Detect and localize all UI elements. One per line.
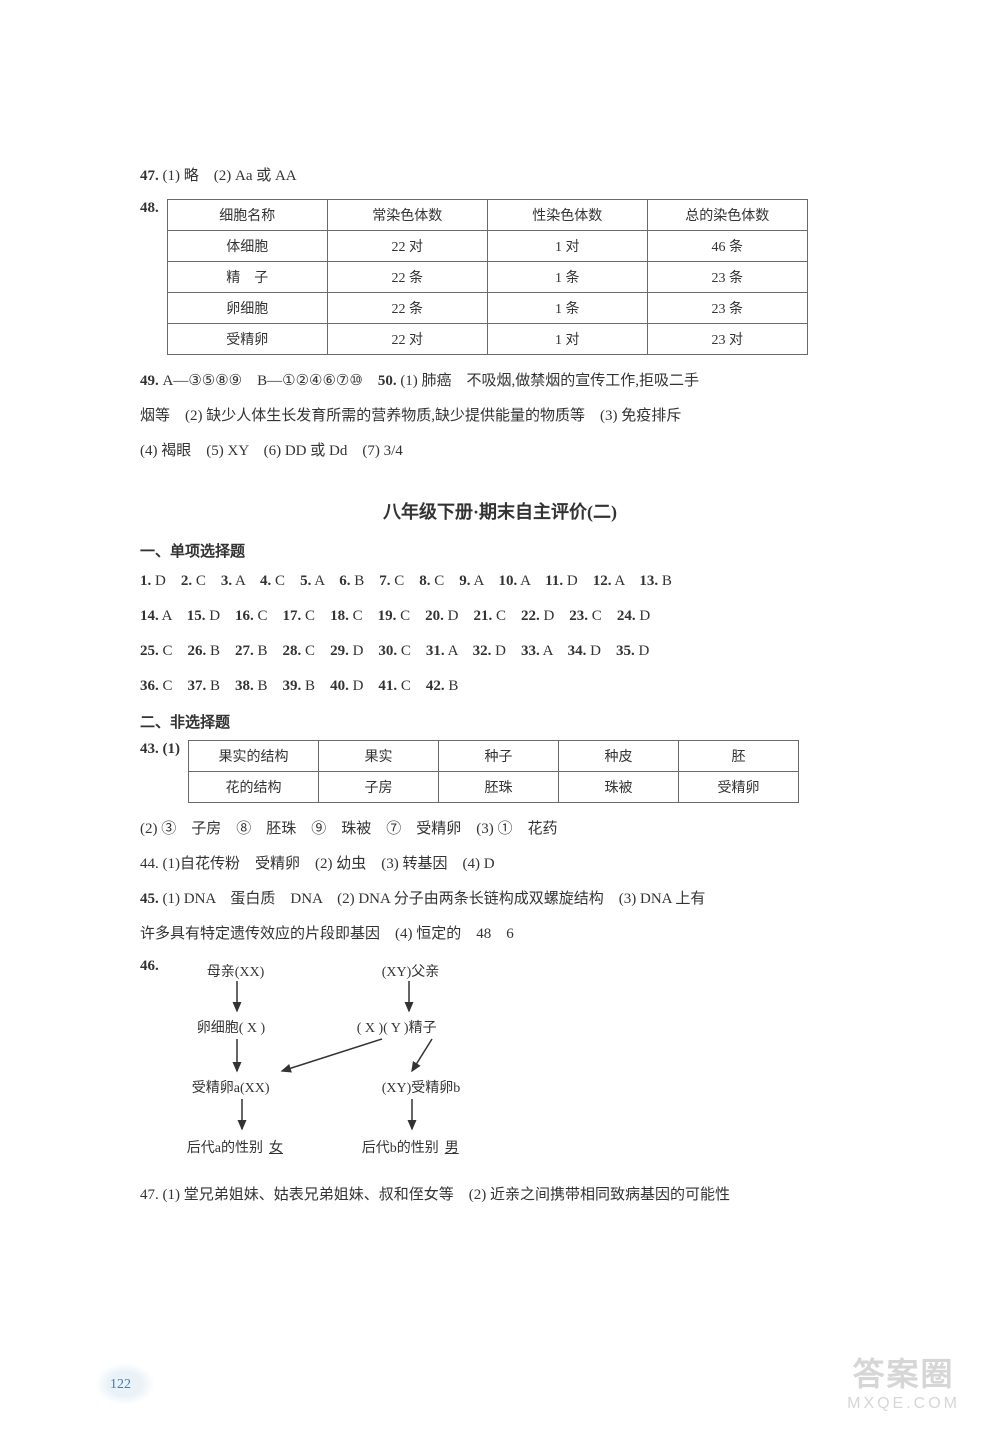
table-cell: 23 条 xyxy=(647,293,807,324)
table-cell: 22 条 xyxy=(327,262,487,293)
table-cell: 46 条 xyxy=(647,231,807,262)
table-cell: 珠被 xyxy=(559,772,679,803)
table-header: 总的染色体数 xyxy=(647,200,807,231)
table-row: 果实的结构果实种子种皮胚 xyxy=(189,741,799,772)
table-cell: 体细胞 xyxy=(167,231,327,262)
offspring-b-label: 后代b的性别 xyxy=(362,1141,439,1156)
choice-line: 36. C 37. B 38. B 39. B 40. D 41. C 42. … xyxy=(140,670,860,703)
offspring-a-label: 后代a的性别 xyxy=(187,1141,263,1156)
table-cell: 果实的结构 xyxy=(189,741,319,772)
table-row: 卵细胞22 条1 条23 条 xyxy=(167,293,807,324)
question-number: 47. xyxy=(140,168,159,184)
question-number: 48. xyxy=(140,195,159,217)
table-cell: 1 对 xyxy=(487,324,647,355)
table-cell: 22 条 xyxy=(327,293,487,324)
fruit-structure-table: 果实的结构果实种子种皮胚花的结构子房胚珠珠被受精卵 xyxy=(188,740,799,803)
table-cell: 花的结构 xyxy=(189,772,319,803)
answer-line-43-rest: (2) ③ 子房 ⑧ 胚珠 ⑨ 珠被 ⑦ 受精卵 (3) ① 花药 xyxy=(140,813,860,846)
page-number: 122 xyxy=(110,1377,131,1393)
table-cell: 受精卵 xyxy=(167,324,327,355)
table-header: 常染色体数 xyxy=(327,200,487,231)
table-row: 体细胞22 对1 对46 条 xyxy=(167,231,807,262)
choice-line: 25. C 26. B 27. B 28. C 29. D 30. C 31. … xyxy=(140,635,860,668)
question-number: 46. xyxy=(140,953,159,975)
table-cell: 果实 xyxy=(319,741,439,772)
choice-line: 1. D 2. C 3. A 4. C 5. A 6. B 7. C 8. C … xyxy=(140,565,860,598)
subsection-title-1: 一、单项选择题 xyxy=(140,540,860,561)
table-cell: 1 条 xyxy=(487,293,647,324)
chromosome-table: 细胞名称常染色体数性染色体数总的染色体数体细胞22 对1 对46 条精 子22 … xyxy=(167,199,808,355)
inheritance-diagram: 母亲(XX) (XY)父亲 卵细胞( X ) ( X )( Y )精子 受精卵a… xyxy=(187,961,587,1171)
table-cell: 23 条 xyxy=(647,262,807,293)
answer-line-44: 44. (1)自花传粉 受精卵 (2) 幼虫 (3) 转基因 (4) D xyxy=(140,848,860,881)
answer-line: (4) 褐眼 (5) XY (6) DD 或 Dd (7) 3/4 xyxy=(140,435,860,468)
watermark-title: 答案圈 xyxy=(847,1349,960,1395)
table-cell: 种子 xyxy=(439,741,559,772)
choice-line: 14. A 15. D 16. C 17. C 18. C 19. C 20. … xyxy=(140,600,860,633)
answer-text: (1) 略 (2) Aa 或 AA xyxy=(163,168,297,184)
answer-line: 许多具有特定遗传效应的片段即基因 (4) 恒定的 48 6 xyxy=(140,918,860,951)
answer-block-45: 45. (1) DNA 蛋白质 DNA (2) DNA 分子由两条长链构成双螺旋… xyxy=(140,883,860,951)
node-sperm: ( X )( Y )精子 xyxy=(357,1017,437,1037)
answer-line: 烟等 (2) 缺少人体生长发育所需的营养物质,缺少提供能量的物质等 (3) 免疫… xyxy=(140,400,860,433)
answer-line-47-bottom: 47. (1) 堂兄弟姐妹、姑表兄弟姐妹、叔和侄女等 (2) 近亲之间携带相同致… xyxy=(140,1179,860,1212)
question-number: 43. (1) xyxy=(140,736,180,758)
subsection-title-2: 二、非选择题 xyxy=(140,711,860,732)
table-cell: 22 对 xyxy=(327,324,487,355)
answer-line: 49. A—③⑤⑧⑨ B—①②④⑥⑦⑩ 50. (1) 肺癌 不吸烟,做禁烟的宣… xyxy=(140,365,860,398)
table-header: 性染色体数 xyxy=(487,200,647,231)
watermark-url: MXQE.COM xyxy=(847,1395,960,1413)
answer-block-49-50: 49. A—③⑤⑧⑨ B—①②④⑥⑦⑩ 50. (1) 肺癌 不吸烟,做禁烟的宣… xyxy=(140,365,860,468)
table-cell: 子房 xyxy=(319,772,439,803)
node-mother: 母亲(XX) xyxy=(207,961,265,981)
node-father: (XY)父亲 xyxy=(382,961,440,981)
answer-line-47-top: 47. (1) 略 (2) Aa 或 AA xyxy=(140,160,860,193)
table-cell: 1 对 xyxy=(487,231,647,262)
offspring-b-value: 男 xyxy=(439,1141,465,1156)
choice-answers-block: 1. D 2. C 3. A 4. C 5. A 6. B 7. C 8. C … xyxy=(140,565,860,703)
section-title: 八年级下册·期末自主评价(二) xyxy=(140,498,860,524)
watermark: 答案圈 MXQE.COM xyxy=(847,1349,960,1413)
node-offspring-a: 后代a的性别女 xyxy=(187,1137,289,1157)
table-cell: 22 对 xyxy=(327,231,487,262)
table-row: 受精卵22 对1 对23 对 xyxy=(167,324,807,355)
table-header: 细胞名称 xyxy=(167,200,327,231)
answer-line: 45. (1) DNA 蛋白质 DNA (2) DNA 分子由两条长链构成双螺旋… xyxy=(140,883,860,916)
table-row: 花的结构子房胚珠珠被受精卵 xyxy=(189,772,799,803)
node-zygote-a: 受精卵a(XX) xyxy=(192,1077,270,1097)
table-cell: 1 条 xyxy=(487,262,647,293)
table-cell: 种皮 xyxy=(559,741,679,772)
table-cell: 23 对 xyxy=(647,324,807,355)
table-cell: 受精卵 xyxy=(679,772,799,803)
offspring-a-value: 女 xyxy=(263,1141,289,1156)
table-cell: 精 子 xyxy=(167,262,327,293)
node-egg: 卵细胞( X ) xyxy=(197,1017,265,1037)
question-46: 46. 母亲(XX) (XY)父亲 卵细胞( X ) ( X xyxy=(140,953,860,1179)
table-cell: 卵细胞 xyxy=(167,293,327,324)
question-48: 48. 细胞名称常染色体数性染色体数总的染色体数体细胞22 对1 对46 条精 … xyxy=(140,195,860,365)
table-row: 精 子22 条1 条23 条 xyxy=(167,262,807,293)
node-offspring-b: 后代b的性别男 xyxy=(362,1137,465,1157)
node-zygote-b: (XY)受精卵b xyxy=(382,1077,461,1097)
table-cell: 胚 xyxy=(679,741,799,772)
table-cell: 胚珠 xyxy=(439,772,559,803)
question-43: 43. (1) 果实的结构果实种子种皮胚花的结构子房胚珠珠被受精卵 xyxy=(140,736,860,813)
